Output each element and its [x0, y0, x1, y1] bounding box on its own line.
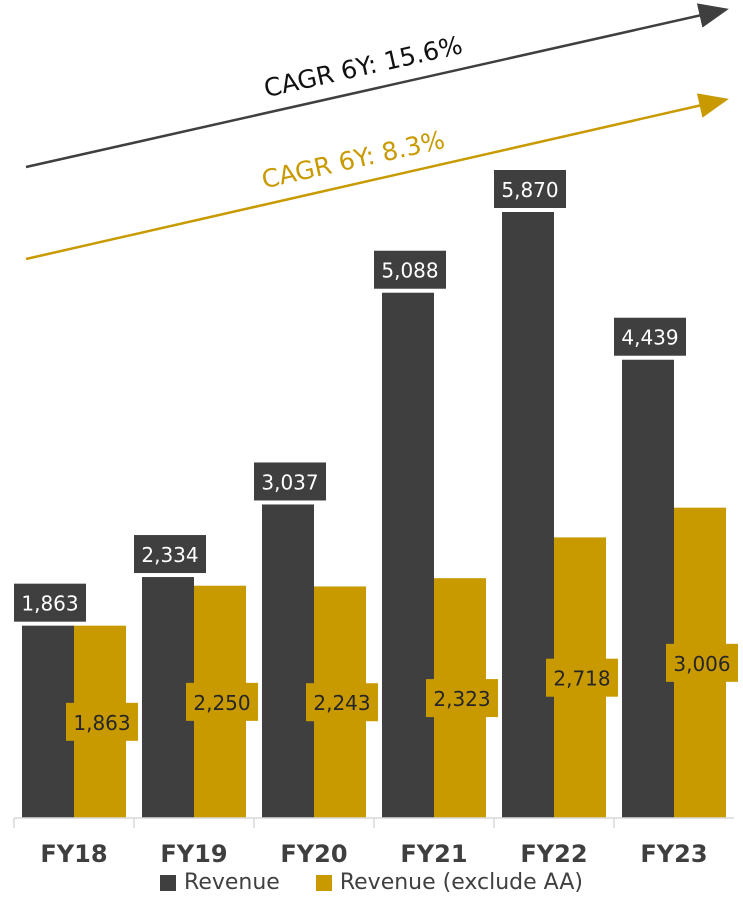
- data-label-revenue-exclude-aa-fy20: 2,243: [313, 691, 370, 715]
- data-label-box-revenue-exclude-aa-fy18: [66, 702, 138, 741]
- legend-label-revenue-exclude-aa: Revenue (exclude AA): [339, 870, 583, 895]
- data-label-box-revenue-fy20: [254, 462, 326, 501]
- legend-label-revenue: Revenue: [184, 870, 280, 895]
- bar-revenue-fy23: [622, 359, 674, 818]
- data-label-box-revenue-fy18: [14, 583, 86, 622]
- data-label-box-revenue-fy21: [374, 250, 446, 289]
- data-label-revenue-fy23: 4,439: [621, 326, 678, 350]
- data-label-box-revenue-fy22: [494, 170, 566, 208]
- cagr-arrow-revenue-exclude-aa: [25, 93, 729, 261]
- axis-layer: FY18 FY19 FY20 FY21 FY22 FY23: [13, 817, 734, 868]
- data-label-revenue-exclude-aa-fy23: 3,006: [673, 652, 730, 676]
- data-label-box-revenue-exclude-aa-fy23: [666, 643, 738, 682]
- x-tick-label-fy21: FY21: [400, 840, 467, 868]
- cagr-arrow-revenue: [25, 3, 729, 169]
- data-label-box-revenue-exclude-aa-fy21: [426, 679, 498, 718]
- data-label-revenue-fy22: 5,870: [501, 178, 558, 202]
- data-label-box-revenue-fy19: [134, 535, 206, 574]
- bar-revenue-fy19: [142, 577, 194, 818]
- bar-revenue-fy22: [502, 212, 554, 818]
- bar-revenue-fy20: [262, 504, 314, 818]
- data-label-box-revenue-exclude-aa-fy19: [186, 682, 258, 721]
- annotations-layer: CAGR 6Y: 15.6%CAGR 6Y: 8.3%: [25, 3, 729, 261]
- data-label-revenue-exclude-aa-fy22: 2,718: [553, 667, 610, 691]
- legend-swatch-revenue-exclude-aa: [315, 874, 332, 891]
- data-label-box-revenue-exclude-aa-fy20: [306, 683, 378, 722]
- bar-revenue-fy21: [382, 292, 434, 818]
- data-label-revenue-fy21: 5,088: [381, 259, 438, 283]
- data-label-revenue-fy18: 1,863: [21, 592, 78, 616]
- x-tick-label-fy18: FY18: [40, 840, 107, 868]
- data-label-revenue-fy20: 3,037: [261, 470, 318, 494]
- data-label-box-revenue-fy23: [614, 317, 686, 356]
- legend: Revenue Revenue (exclude AA): [0, 870, 743, 895]
- bar-revenue-fy18: [22, 625, 74, 818]
- data-label-revenue-exclude-aa-fy19: 2,250: [193, 691, 250, 715]
- legend-item-revenue-exclude-aa: Revenue (exclude AA): [315, 870, 583, 895]
- x-tick-label-fy22: FY22: [520, 840, 587, 868]
- x-tick-label-fy20: FY20: [280, 840, 347, 868]
- data-label-revenue-exclude-aa-fy18: 1,863: [73, 711, 130, 735]
- data-label-revenue-fy19: 2,334: [141, 543, 198, 567]
- x-tick-label-fy19: FY19: [160, 840, 227, 868]
- bars-layer: 1,863 1,863 2,334 2,250 3,037 2,243 5,088 2,323…: [14, 170, 738, 818]
- legend-item-revenue: Revenue: [160, 870, 280, 895]
- legend-swatch-revenue: [160, 874, 177, 891]
- data-label-box-revenue-exclude-aa-fy22: [546, 658, 618, 697]
- data-label-revenue-exclude-aa-fy21: 2,323: [433, 687, 490, 711]
- x-tick-label-fy23: FY23: [640, 840, 707, 868]
